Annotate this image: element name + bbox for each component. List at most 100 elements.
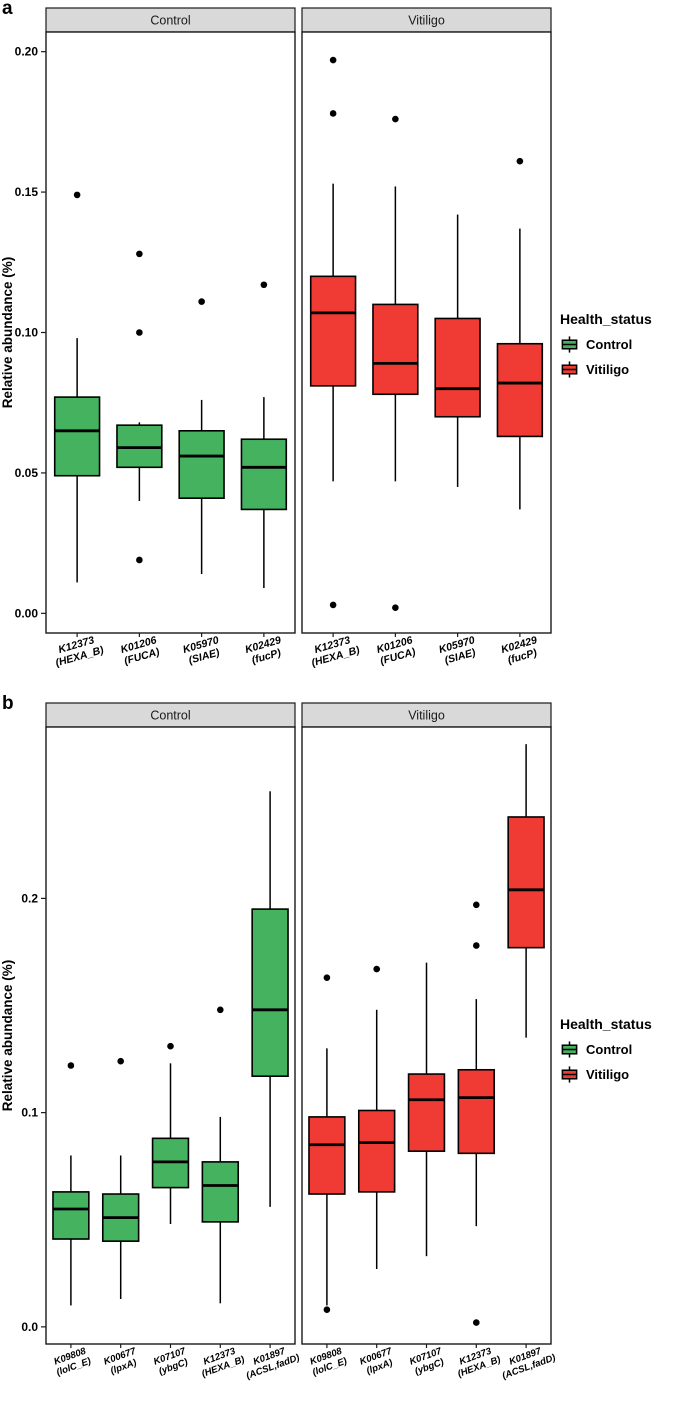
legend-title: Health_status — [560, 310, 652, 327]
panel-a: a Relative abundance (%) Control 0.00 0.05 0… — [0, 0, 685, 695]
x-tick-label: K01897(ACSL,fadD) — [241, 1342, 301, 1382]
boxplot-key-icon-vitiligo — [561, 1065, 578, 1083]
iqr-box — [457, 1068, 496, 1155]
x-tick-label: K00677(lpxA) — [102, 1346, 141, 1378]
iqr-box — [53, 396, 101, 477]
legend-label-control: Control — [586, 1041, 633, 1057]
boxplot-vitiligo-k07107 — [407, 962, 446, 1257]
iqr-box — [496, 342, 544, 438]
outlier-point — [473, 1319, 480, 1326]
iqr-box — [434, 317, 481, 418]
iqr-box — [240, 438, 288, 511]
y-tick-label: 0.15 — [15, 185, 39, 199]
outlier-point — [516, 157, 524, 165]
boxplot-control-k01206 — [116, 250, 163, 564]
outlier-point — [473, 942, 480, 949]
outlier-point — [117, 1057, 124, 1065]
boxplot-vitiligo-k00677 — [357, 965, 396, 1270]
panel-b-label: b — [2, 693, 14, 714]
x-tick-label: K02429(fucP) — [244, 634, 286, 667]
facet-strip — [301, 702, 552, 728]
facet-strip-label: Control — [150, 14, 190, 28]
x-tick-label: K00677(lpxA) — [358, 1346, 397, 1378]
outlier-point — [323, 1306, 331, 1314]
iqr-box — [116, 424, 163, 469]
y-tick-label: 0.2 — [21, 891, 38, 905]
boxplot-control-k07107 — [151, 1042, 190, 1225]
iqr-box — [507, 816, 545, 949]
facet-strip — [45, 7, 296, 33]
outlier-point — [392, 604, 399, 612]
y-tick-label: 0.20 — [15, 45, 39, 59]
x-tick-label: K12373(HEXA_B) — [196, 1344, 246, 1380]
facet-strip-label: Vitiligo — [408, 14, 445, 28]
iqr-box — [52, 1191, 90, 1240]
legend-item-control: Control — [560, 335, 680, 354]
y-tick-label: 0.00 — [15, 606, 39, 620]
panel-a-label: a — [2, 0, 13, 19]
legend-item-vitiligo: Vitiligo — [560, 1065, 680, 1084]
y-tick-label: 0.1 — [21, 1106, 38, 1120]
boxplot-key-icon-vitiligo — [561, 360, 578, 378]
y-tick-label: 0.05 — [15, 466, 39, 480]
x-tick-label: K07107(ybgC) — [408, 1346, 447, 1378]
iqr-box — [251, 908, 289, 1078]
boxplot-chart-b: Relative abundance (%) Control 0.0 0.1 0.2 K0… — [0, 702, 556, 1382]
y-axis-title: Relative abundance (%) — [0, 257, 15, 409]
boxplot-control-k02429 — [240, 281, 288, 589]
x-tick-label: K02429(fucP) — [500, 634, 542, 667]
outlier-point — [217, 1006, 224, 1014]
y-tick-label: 0.10 — [15, 326, 39, 340]
x-tick-label: K05970(SIAE) — [437, 634, 479, 667]
boxplot-chart-a: Relative abundance (%) Control 0.00 0.05 0.1… — [0, 7, 552, 669]
legend-item-vitiligo: Vitiligo — [560, 360, 680, 379]
x-tick-label: K01206(FUCA) — [119, 634, 161, 667]
outlier-point — [373, 965, 381, 973]
iqr-box — [178, 429, 225, 499]
facet-strip-label: Vitiligo — [408, 709, 445, 723]
panel-b: b Relative abundance (%) Control 0.0 0.1 0.2… — [0, 693, 685, 1410]
iqr-box — [201, 1161, 240, 1223]
x-tick-label: K12373(HEXA_B) — [51, 632, 106, 669]
x-tick-label: K12373(HEXA_B) — [452, 1344, 502, 1380]
boxplot-control-k09808 — [52, 1062, 90, 1306]
x-tick-label: K01206(FUCA) — [375, 634, 417, 667]
outlier-point — [392, 115, 399, 123]
iqr-box — [308, 1116, 346, 1195]
boxplot-vitiligo-k05970 — [434, 214, 481, 487]
boxplot-vitiligo-k01206 — [372, 115, 419, 612]
legend-b: Health_status Control Vitiligo — [560, 1016, 680, 1090]
x-tick-label: K09808(lolC_E) — [51, 1345, 92, 1378]
outlier-point — [136, 250, 143, 258]
y-tick-label: 0.0 — [21, 1320, 38, 1334]
outlier-point — [73, 191, 81, 199]
iqr-box — [309, 275, 357, 387]
boxplot-control-k12373 — [201, 1006, 240, 1304]
legend-label-vitiligo: Vitiligo — [586, 1066, 630, 1082]
y-axis-title: Relative abundance (%) — [0, 960, 15, 1112]
boxplot-control-k12373 — [53, 191, 101, 583]
outlier-point — [167, 1042, 174, 1050]
boxplot-control-k05970 — [178, 298, 225, 575]
outlier-point — [473, 901, 480, 909]
boxplot-vitiligo-k01897 — [507, 744, 545, 1038]
boxplot-vitiligo-k02429 — [496, 157, 544, 510]
facet-strip — [45, 702, 296, 728]
outlier-point — [67, 1062, 75, 1069]
outlier-point — [323, 974, 331, 981]
legend-label-vitiligo: Vitiligo — [586, 361, 630, 377]
facet-panel — [45, 31, 296, 634]
facet-strip-label: Control — [150, 709, 190, 723]
outlier-point — [329, 56, 337, 64]
boxplot-control-k00677 — [101, 1057, 140, 1300]
iqr-box — [407, 1073, 446, 1152]
outlier-point — [198, 298, 205, 305]
facet-strip — [301, 7, 552, 33]
outlier-point — [329, 110, 337, 117]
x-tick-label: K12373(HEXA_B) — [307, 632, 362, 669]
boxplot-key-icon-control — [561, 1040, 578, 1058]
iqr-box — [357, 1109, 396, 1193]
iqr-box — [372, 303, 419, 396]
x-tick-label: K05970(SIAE) — [181, 634, 223, 667]
